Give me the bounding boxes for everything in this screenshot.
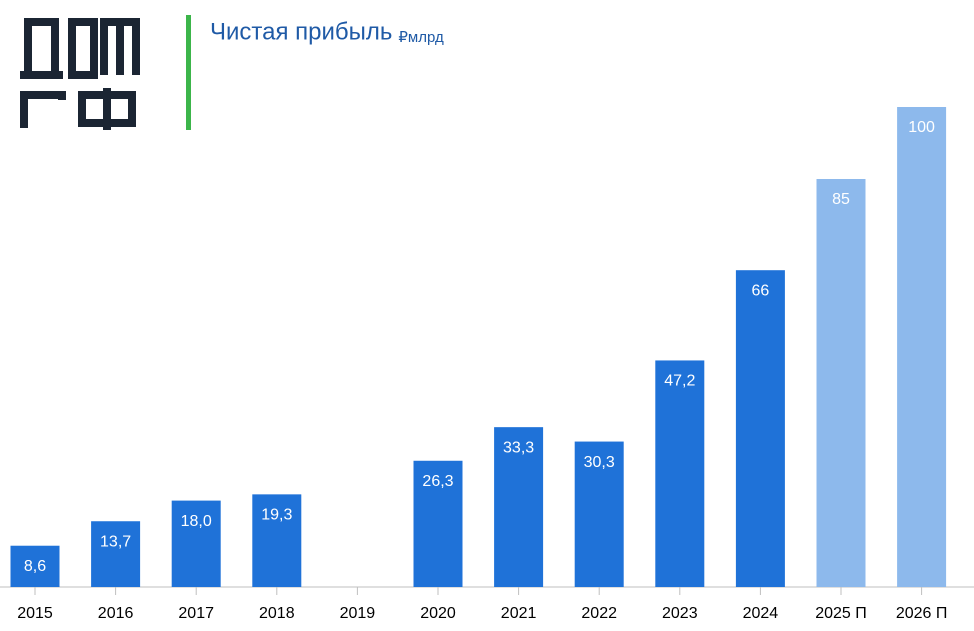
bar (171, 500, 221, 587)
accent-bar (186, 15, 191, 130)
x-tick-label: 2021 (501, 605, 537, 622)
x-tick-label: 2019 (340, 605, 376, 622)
x-tick-label: 2022 (581, 605, 617, 622)
value-label: 85 (832, 191, 850, 208)
value-label: 26,3 (422, 473, 453, 490)
x-tick-label: 2020 (420, 605, 456, 622)
x-tick-label: 2018 (259, 605, 295, 622)
x-tick-label: 2024 (743, 605, 779, 622)
bar (413, 460, 463, 587)
bar (735, 270, 785, 587)
value-label: 33,3 (503, 439, 534, 456)
x-tick-label: 2023 (662, 605, 698, 622)
value-label: 8,6 (24, 558, 46, 575)
value-label: 30,3 (584, 454, 615, 471)
value-label: 19,3 (261, 507, 292, 524)
bar (655, 360, 705, 587)
bar (252, 494, 302, 587)
x-tick-label: 2026 П (896, 605, 948, 622)
bar (91, 521, 141, 587)
value-label: 100 (908, 119, 935, 136)
x-tick-label: 2017 (178, 605, 214, 622)
x-tick-label: 2015 (17, 605, 53, 622)
value-label: 18,0 (181, 513, 212, 530)
chart-title: Чистая прибыль (210, 18, 392, 45)
bar (494, 427, 544, 587)
chart-subtitle: ₽млрд (398, 29, 444, 46)
bar (574, 441, 624, 587)
x-tick-label: 2025 П (815, 605, 867, 622)
value-label: 13,7 (100, 533, 131, 550)
bar (816, 179, 866, 587)
bar (897, 107, 947, 587)
value-label: 47,2 (664, 373, 695, 390)
x-tick-label: 2016 (98, 605, 134, 622)
value-label: 66 (752, 282, 770, 299)
logo (20, 18, 140, 130)
bar (10, 545, 60, 587)
